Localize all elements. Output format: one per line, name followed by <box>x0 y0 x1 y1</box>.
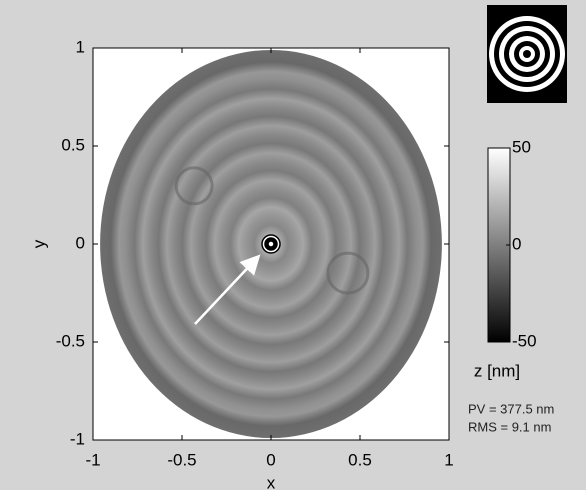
plot-area <box>100 49 442 439</box>
y-tick-label: 0 <box>76 233 85 252</box>
y-tick-label: 1 <box>76 37 85 56</box>
y-axis-label: y <box>29 239 48 248</box>
inset-rings <box>487 5 567 103</box>
colorbar-label: z [nm] <box>474 361 520 380</box>
x-tick-label: -0.5 <box>167 450 196 469</box>
colorbar-tick-label: -50 <box>512 331 537 350</box>
arrow <box>194 254 261 325</box>
y-tick-label: -1 <box>70 429 85 448</box>
colorbar-tick-label: 0 <box>512 234 521 253</box>
x-tick-label: 0.5 <box>348 450 372 469</box>
center-ring <box>267 240 275 248</box>
defect-ring <box>326 251 370 295</box>
x-tick-label: 1 <box>444 450 453 469</box>
defect-ring <box>174 166 214 206</box>
annotation: PV = 377.5 nm <box>468 401 554 416</box>
x-axis-label: x <box>267 473 276 490</box>
x-tick-label: -1 <box>85 450 100 469</box>
annotation: RMS = 9.1 nm <box>468 419 551 434</box>
colorbar-tick-label: 50 <box>512 137 531 156</box>
x-tick-label: 0 <box>266 450 275 469</box>
y-tick-label: -0.5 <box>56 331 85 350</box>
y-tick-label: 0.5 <box>61 135 85 154</box>
